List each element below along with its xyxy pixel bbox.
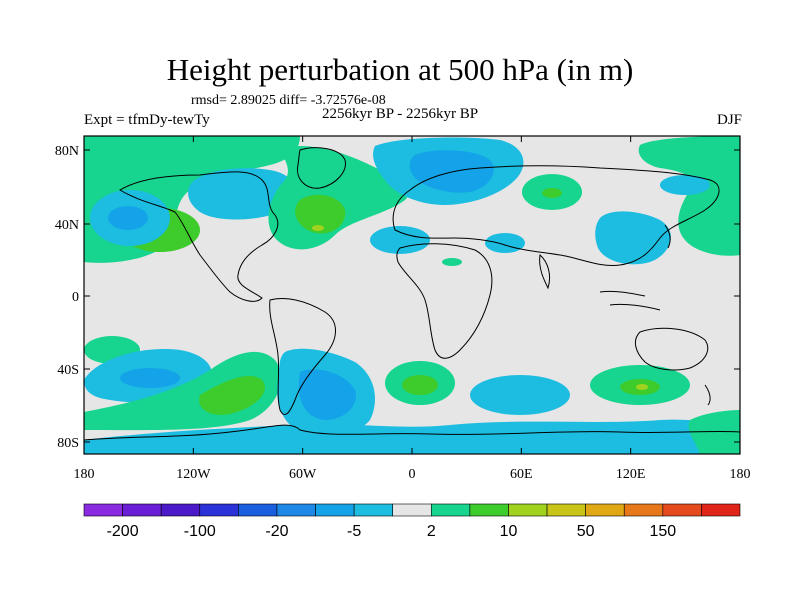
contour-south-pacific-band-core [199,375,265,415]
plot-title: Height perturbation at 500 hPa (in m) [166,52,634,87]
coastline-north-america [119,171,279,302]
colorbar-swatch [353,503,394,517]
lat-tick-label: 40S [57,363,79,378]
contour-south-atlantic-positive-core [402,375,438,395]
contour-north-atlantic-positive-core [295,194,346,234]
colorbar-label: 10 [500,523,518,540]
contour-central-asia-positive-core [542,188,562,198]
colorbar-swatch [122,503,162,517]
lon-tick-label: 180 [730,467,751,482]
lon-tick-label: 0 [409,467,416,482]
lon-tick-label: 120W [176,467,211,482]
colorbar-label: -100 [184,523,216,540]
coastline-greenland [296,147,346,189]
longitude-axis: 180 120W 60W 0 60E 120E 180 [74,136,751,482]
coastline-indonesia [599,290,661,311]
contour-south-america-negative-core [298,369,356,420]
contour-antarctic-negative [84,419,740,454]
colorbar-swatch [160,503,201,517]
colorbar-label: -20 [265,523,288,540]
coastline-japan [664,224,671,249]
colorbar-label: 50 [577,523,595,540]
lon-tick-label: 180 [74,467,95,482]
season-label: DJF [716,112,742,128]
contour-east-asia-negative [595,211,671,265]
contour-field [84,136,740,454]
coastline-australia [634,327,709,371]
coastline-indian-subcontinent [539,254,551,290]
contour-north-pacific-negative-core [108,206,148,230]
contour-south-indian-positive-center [636,384,648,390]
contour-far-east-positive [638,136,740,256]
lon-tick-label: 60W [289,467,317,482]
coastline-south-america [269,298,336,415]
latitude-axis: 80N 40N 0 40S 80S [55,144,740,451]
colorbar-swatch [199,503,239,517]
coastlines [84,147,740,441]
colorbar-label: 2 [427,523,436,540]
colorbar-label: -200 [107,523,139,540]
lat-tick-label: 80S [57,436,79,451]
colorbar: -200 -100 -20 -5 2 10 50 150 [83,503,741,540]
lat-tick-label: 0 [72,290,79,305]
contour-africa-small-positive [442,258,462,266]
colorbar-swatch [508,503,548,517]
colorbar-swatch [469,503,509,517]
contour-south-pacific-negative-core [120,368,180,388]
contour-middle-east-negative [485,233,525,253]
contour-atlantic-small-positive [312,225,324,231]
contour-canada-negative [188,168,297,220]
contour-siberia-negative [660,175,710,195]
colorbar-swatch [315,503,355,517]
contour-europe-negative [370,226,430,254]
coastline-africa [396,243,493,359]
lat-tick-label: 80N [55,144,79,159]
contour-indian-ocean-negative [470,375,570,415]
colorbar-swatch [546,503,586,517]
colorbar-swatch [430,503,471,517]
lat-tick-label: 40N [55,218,79,233]
lon-tick-label: 120E [616,467,646,482]
colorbar-swatch [662,503,702,517]
coastline-antarctica [84,424,740,441]
colorbar-swatch [276,503,316,517]
coastline-new-zealand [704,384,711,406]
colorbar-swatch [238,503,278,517]
colorbar-swatch [585,503,625,517]
coastline-eurasia [392,165,720,267]
period-subtitle: 2256kyr BP - 2256kyr BP [322,106,479,122]
colorbar-swatch [392,503,432,517]
rmsd-subtitle: rmsd= 2.89025 diff= -3.72576e-08 [191,93,386,108]
colorbar-swatch [623,503,664,517]
colorbar-label: -5 [347,523,361,540]
lon-tick-label: 60E [510,467,533,482]
colorbar-swatch [83,503,123,517]
colorbar-swatch [701,503,741,517]
experiment-label: Expt = tfmDy-tewTy [84,112,210,128]
colorbar-label: 150 [649,523,676,540]
